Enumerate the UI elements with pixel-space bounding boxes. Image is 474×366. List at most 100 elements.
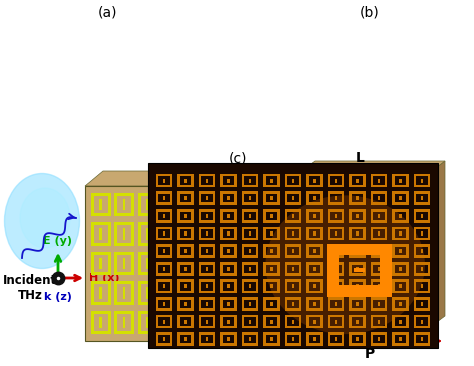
Bar	[320, 227, 323, 240]
Bar	[309, 190, 411, 203]
Text: g: g	[417, 292, 425, 305]
Bar	[399, 214, 401, 218]
Bar	[320, 209, 323, 223]
Bar	[199, 273, 216, 276]
Bar	[313, 320, 316, 324]
Bar	[213, 332, 216, 346]
Bar	[184, 281, 204, 284]
Bar	[284, 273, 301, 276]
Bar	[421, 179, 423, 183]
Bar	[91, 222, 110, 225]
Bar	[178, 281, 181, 305]
Bar	[193, 199, 196, 210]
Bar	[220, 220, 237, 223]
Bar	[184, 231, 187, 236]
Bar	[170, 317, 172, 328]
Bar	[177, 227, 194, 229]
Bar	[170, 258, 172, 269]
Bar	[156, 262, 173, 265]
Ellipse shape	[265, 195, 425, 334]
Bar	[242, 315, 258, 317]
Bar	[137, 222, 140, 246]
Bar	[328, 255, 344, 258]
Bar	[123, 317, 126, 328]
Bar	[242, 280, 244, 293]
Bar	[263, 262, 266, 276]
Bar	[328, 244, 330, 258]
Bar	[213, 315, 216, 328]
Bar	[178, 252, 181, 275]
Bar	[306, 255, 323, 258]
Bar	[413, 202, 430, 205]
Bar	[384, 209, 387, 223]
Bar	[335, 179, 337, 183]
Bar	[156, 209, 158, 223]
Bar	[170, 199, 172, 210]
Bar	[277, 262, 280, 276]
Bar	[199, 191, 201, 205]
Bar	[421, 196, 423, 200]
Bar	[413, 185, 430, 187]
Bar	[378, 320, 380, 324]
Bar	[356, 267, 359, 271]
Bar	[146, 317, 149, 328]
Bar	[114, 252, 117, 275]
Bar	[413, 297, 416, 311]
Bar	[220, 174, 223, 187]
Bar	[156, 244, 173, 247]
Bar	[199, 244, 201, 258]
Bar	[371, 255, 387, 258]
Bar	[413, 297, 430, 300]
Bar	[177, 315, 180, 328]
Bar	[191, 280, 194, 293]
Bar	[371, 209, 387, 212]
Bar	[184, 243, 204, 246]
Bar	[342, 315, 344, 328]
Bar	[177, 238, 194, 240]
Bar	[170, 280, 173, 293]
Bar	[137, 272, 157, 275]
Bar	[177, 209, 194, 212]
Bar	[263, 202, 280, 205]
Bar	[156, 220, 173, 223]
Bar	[242, 191, 244, 205]
Bar	[170, 227, 173, 240]
Bar	[123, 199, 126, 210]
Bar	[413, 220, 430, 223]
Bar	[161, 310, 181, 314]
Bar	[234, 191, 237, 205]
Bar	[306, 244, 323, 247]
Bar	[421, 302, 423, 306]
Bar	[263, 191, 266, 205]
Bar	[292, 249, 294, 253]
Bar	[363, 315, 366, 328]
Bar	[349, 244, 352, 258]
Bar	[199, 255, 216, 258]
Bar	[177, 273, 194, 276]
Bar	[91, 243, 110, 246]
Bar	[177, 174, 180, 187]
Bar	[428, 315, 430, 328]
Polygon shape	[425, 161, 445, 331]
Bar	[263, 238, 280, 240]
Bar	[277, 280, 280, 293]
Bar	[220, 174, 237, 176]
Bar	[384, 174, 387, 187]
Bar	[199, 191, 216, 194]
Bar	[349, 174, 352, 187]
Bar	[170, 287, 172, 299]
Bar	[177, 262, 180, 276]
Bar	[306, 280, 309, 293]
Bar	[163, 302, 165, 306]
Bar	[392, 220, 409, 223]
Bar	[284, 185, 301, 187]
Bar	[137, 281, 157, 284]
Bar	[184, 320, 187, 324]
Bar	[114, 252, 134, 255]
Bar	[349, 291, 366, 293]
Bar	[163, 196, 165, 200]
Bar	[177, 209, 180, 223]
Bar	[306, 273, 323, 276]
Bar	[263, 315, 280, 317]
Bar	[199, 332, 216, 335]
